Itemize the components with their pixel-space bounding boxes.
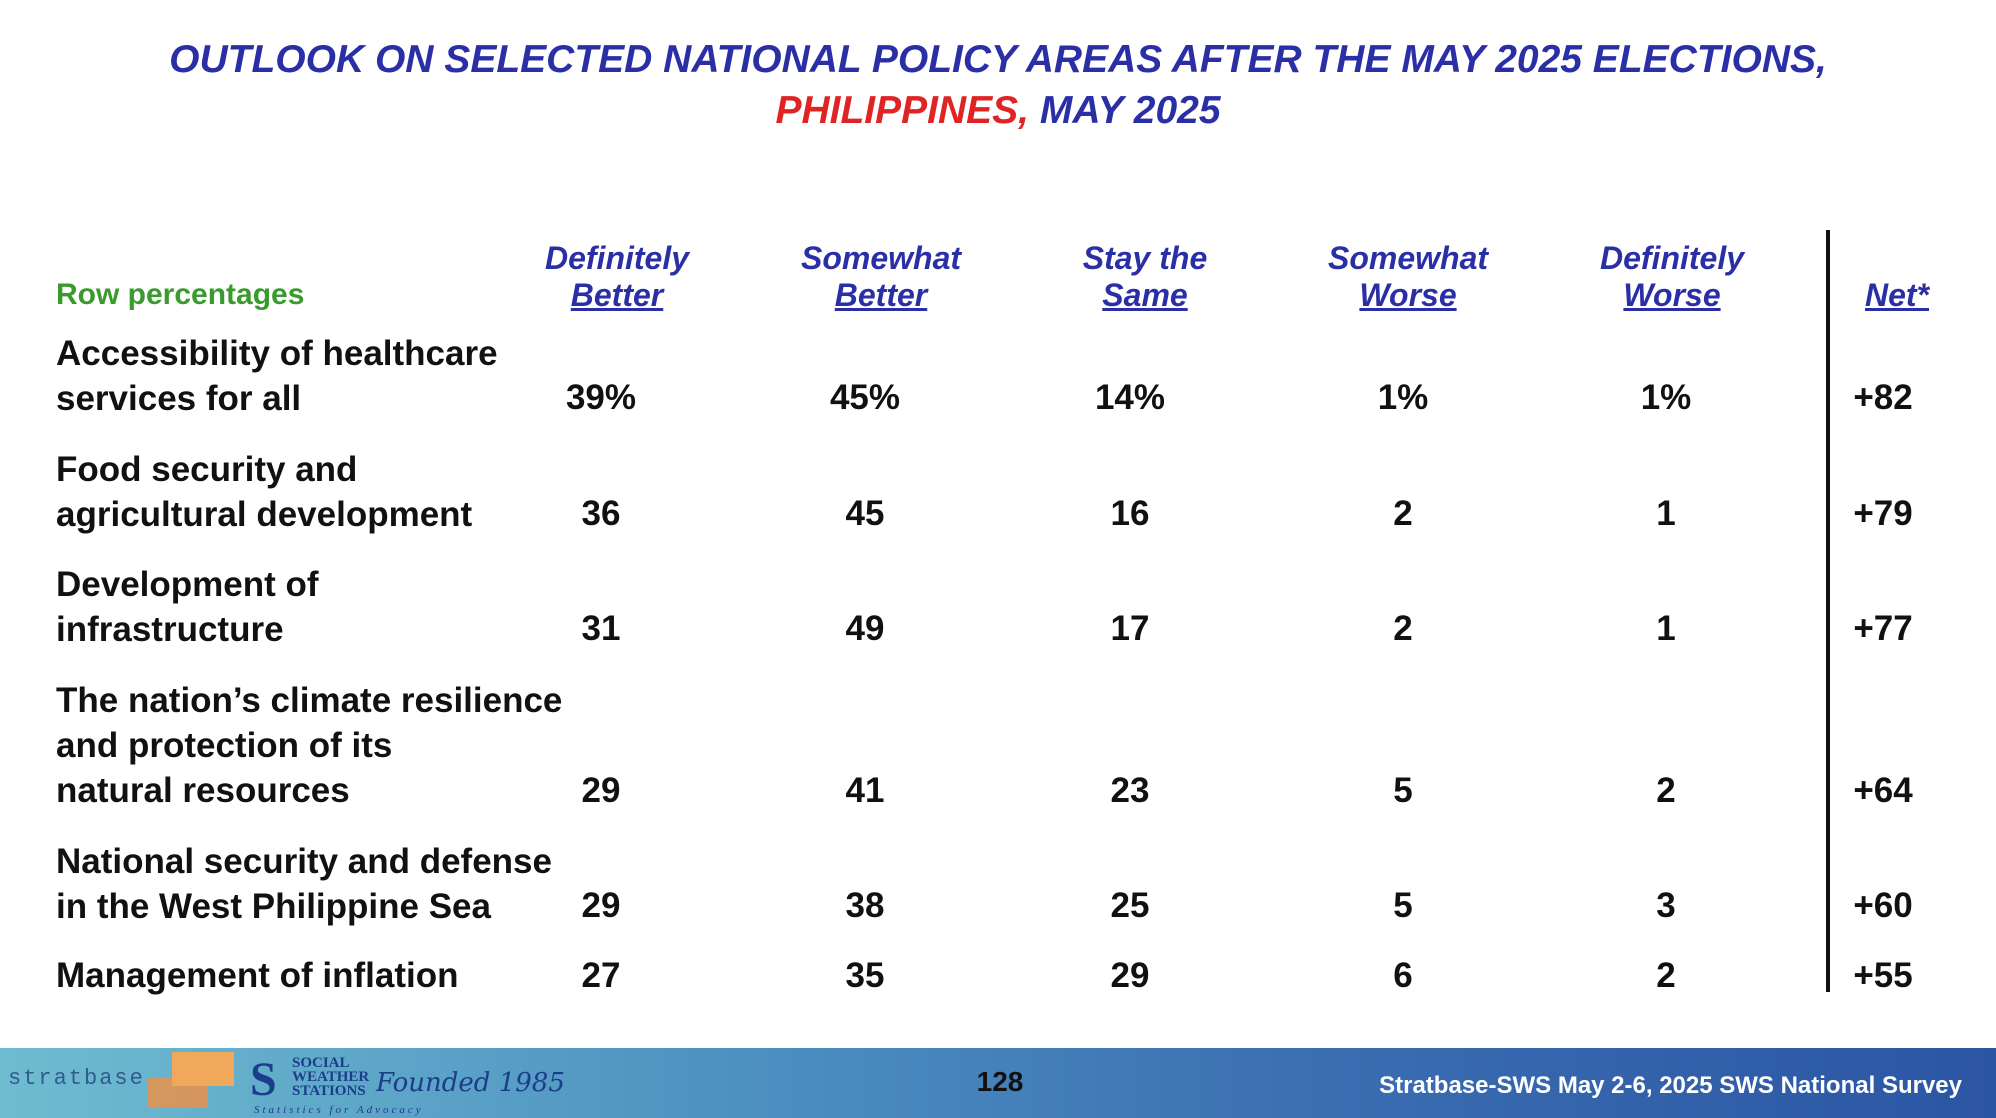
table-cell: 31 (581, 609, 621, 648)
table-cell: 2 (1656, 956, 1676, 995)
net-value-cell: +60 (1853, 886, 1913, 925)
table-cell: 5 (1393, 886, 1413, 925)
table-cell: 2 (1656, 771, 1676, 810)
column-header: Definitely Worse (1599, 240, 1745, 313)
table-cell: 16 (1110, 494, 1150, 533)
net-value-cell: +77 (1853, 609, 1913, 648)
column-header: Somewhat Worse (1327, 240, 1489, 313)
table-cell: 45 (845, 494, 885, 533)
survey-source: Stratbase-SWS May 2-6, 2025 SWS National… (1379, 1072, 1962, 1099)
table-cell: 27 (581, 956, 621, 995)
net-value-cell: +64 (1853, 771, 1913, 810)
table-cell: 49 (845, 609, 885, 648)
table-cell: 41 (845, 771, 885, 810)
column-header: Somewhat Better (800, 240, 962, 313)
table-cell: 2 (1393, 494, 1413, 533)
table-cell: 6 (1393, 956, 1413, 995)
table-cell: 35 (845, 956, 885, 995)
table-cell: 1 (1656, 609, 1676, 648)
column-header: Definitely Better (544, 240, 690, 313)
row-label: The nation’s climate resilience and prote… (56, 681, 563, 810)
table-cell: 3 (1656, 886, 1676, 925)
table-cell: 2 (1393, 609, 1413, 648)
table-cell: 29 (581, 771, 621, 810)
row-label: Accessibility of healthcare services for … (56, 334, 498, 418)
column-header: Stay the Same (1082, 240, 1208, 313)
slide-title-line2: PHILIPPINES, MAY 2025 (0, 85, 1996, 136)
slide-title: OUTLOOK ON SELECTED NATIONAL POLICY AREA… (0, 34, 1996, 136)
table-cell: 39% (565, 378, 637, 417)
row-label: National security and defense in the West… (56, 842, 552, 926)
table-cell: 1% (1377, 378, 1429, 417)
footer-bar: stratbase S SOCIAL WEATHER STATIONS Foun… (0, 1048, 1996, 1118)
slide-title-date: MAY 2025 (1039, 89, 1221, 132)
table-cell: 17 (1110, 609, 1150, 648)
table-cell: 5 (1393, 771, 1413, 810)
table-cell: 1 (1656, 494, 1676, 533)
table-cell: 1% (1640, 378, 1692, 417)
stratbase-logo-mark-accent (172, 1052, 234, 1086)
net-divider-line (1826, 230, 1830, 992)
table-cell: 25 (1110, 886, 1150, 925)
slide-title-line1: OUTLOOK ON SELECTED NATIONAL POLICY AREA… (169, 38, 1827, 81)
row-label: Development of infrastructure (56, 565, 319, 649)
table-cell: 23 (1110, 771, 1150, 810)
sws-logo-icon: S (250, 1053, 277, 1106)
row-percentages-label: Row percentages (56, 278, 305, 311)
column-header: Net* (1864, 277, 1929, 313)
table-cell: 29 (1110, 956, 1150, 995)
stratbase-logo: stratbase (8, 1066, 145, 1091)
table-cell: 38 (845, 886, 885, 925)
net-value-cell: +79 (1853, 494, 1913, 533)
sws-tagline: Statistics for Advocacy (254, 1104, 424, 1116)
page-number: 128 (976, 1066, 1024, 1097)
net-value-cell: +82 (1853, 378, 1913, 417)
net-value-cell: +55 (1853, 956, 1913, 995)
table-cell: 36 (581, 494, 621, 533)
table-cell: 29 (581, 886, 621, 925)
slide-title-location: PHILIPPINES, (775, 89, 1030, 132)
row-label: Food security and agricultural developmen… (56, 450, 473, 534)
table-cell: 45% (829, 378, 901, 417)
row-label: Management of inflation (56, 956, 459, 995)
table-cell: 14% (1094, 378, 1166, 417)
sws-founded-text: Founded 1985 (376, 1068, 565, 1098)
sws-logo-text: SOCIAL WEATHER STATIONS (292, 1055, 370, 1099)
